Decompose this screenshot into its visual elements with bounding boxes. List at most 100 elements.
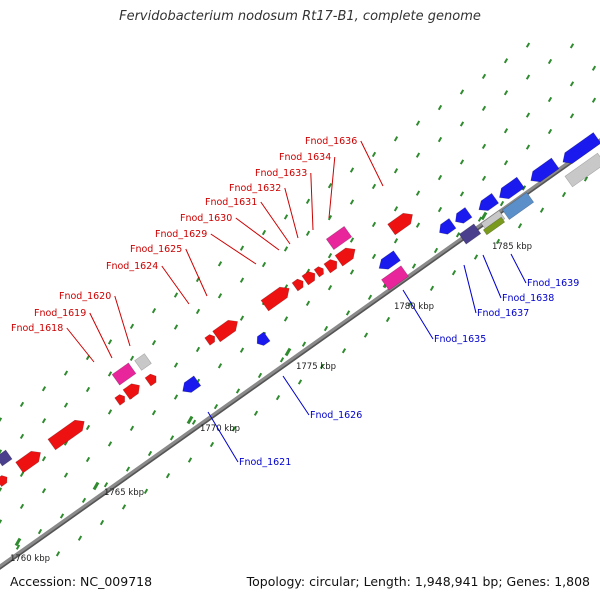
tick-mark: [371, 253, 377, 260]
gene-forward: [212, 319, 238, 343]
leader-line: [235, 217, 280, 251]
tick-mark: [371, 221, 377, 228]
tick-mark: [437, 136, 443, 143]
tick-mark: [107, 441, 113, 447]
gene-label-forward[interactable]: Fnod_1618: [11, 323, 63, 334]
tick-mark: [539, 207, 545, 213]
tick-mark: [503, 58, 509, 64]
gene-forward: [291, 278, 304, 292]
tick-mark: [217, 363, 223, 369]
tick-mark: [517, 223, 523, 229]
gene-label-forward[interactable]: Fnod_1636: [305, 136, 357, 147]
tick-mark: [173, 362, 179, 368]
genome-backbone: [0, 138, 600, 568]
tick-mark: [591, 65, 597, 71]
leader-line: [161, 265, 190, 305]
tick-mark: [129, 323, 135, 329]
tick-mark: [459, 121, 465, 127]
tick-mark: [301, 341, 307, 347]
tick-mark: [99, 519, 105, 526]
gene-reverse: [530, 157, 560, 183]
gene-forward: [301, 271, 316, 286]
tick-mark: [173, 394, 179, 400]
tick-mark: [107, 339, 113, 345]
tick-mark: [349, 237, 355, 243]
tick-mark: [217, 261, 223, 267]
tick-mark: [283, 316, 289, 322]
tick-mark: [473, 254, 479, 260]
tick-mark: [367, 294, 373, 300]
tick-mark: [63, 440, 69, 446]
tick-mark: [63, 402, 69, 408]
gene-reverse: [499, 176, 525, 200]
tick-mark: [151, 409, 157, 416]
gene-reverse: [564, 152, 600, 188]
gene-label-forward[interactable]: Fnod_1619: [34, 308, 86, 319]
tick-mark: [213, 403, 219, 410]
gene-label-forward[interactable]: Fnod_1634: [279, 152, 331, 163]
gene-label-forward[interactable]: Fnod_1624: [106, 261, 158, 272]
tick-mark: [129, 355, 135, 361]
gene-reverse: [482, 216, 506, 236]
tick-mark: [481, 105, 487, 112]
scale-label: 1785 kbp: [492, 242, 532, 252]
gene-forward: [313, 266, 324, 278]
tick-mark: [393, 136, 399, 142]
leader-line: [402, 289, 434, 340]
tick-mark: [437, 174, 443, 181]
tick-mark: [415, 152, 421, 158]
tick-mark: [503, 160, 509, 166]
tick-mark: [173, 324, 179, 330]
tick-mark: [261, 229, 267, 236]
tick-mark: [525, 74, 531, 80]
gene-label-reverse[interactable]: Fnod_1639: [527, 278, 579, 289]
tick-mark: [503, 128, 509, 134]
tick-mark: [451, 269, 457, 276]
gene-label-forward[interactable]: Fnod_1625: [130, 244, 182, 255]
major-tick: [186, 415, 194, 425]
tick-mark: [143, 488, 149, 495]
tick-mark: [415, 190, 421, 196]
tick-mark: [217, 293, 223, 299]
gene-forward: [134, 353, 152, 371]
tick-mark: [547, 128, 553, 135]
gene-label-reverse[interactable]: Fnod_1637: [477, 308, 529, 319]
gene-label-forward[interactable]: Fnod_1633: [255, 168, 307, 179]
accession-text: Accession: NC_009718: [10, 574, 153, 589]
tick-mark: [85, 424, 91, 431]
tick-mark: [477, 216, 483, 222]
tick-mark: [385, 316, 391, 323]
tick-mark: [239, 245, 245, 251]
gene-label-forward[interactable]: Fnod_1620: [59, 291, 111, 302]
tick-mark: [261, 261, 267, 268]
gene-label-reverse[interactable]: Fnod_1635: [434, 334, 486, 345]
gene-label-forward[interactable]: Fnod_1631: [205, 197, 257, 208]
gene-reverse: [256, 331, 271, 346]
tick-mark: [371, 151, 377, 158]
gene-reverse: [455, 207, 473, 224]
tick-mark: [415, 120, 421, 126]
gene-reverse: [378, 250, 401, 270]
tick-mark: [85, 456, 91, 463]
gene-label-reverse[interactable]: Fnod_1621: [239, 457, 291, 468]
tick-mark: [147, 450, 153, 457]
tick-mark: [41, 456, 47, 462]
gene-label-forward[interactable]: Fnod_1630: [180, 213, 232, 224]
tick-mark: [187, 457, 193, 463]
tick-mark: [169, 435, 175, 441]
leader-line: [284, 187, 299, 239]
gene-label-forward[interactable]: Fnod_1632: [229, 183, 281, 194]
tick-mark: [253, 410, 259, 416]
leader-line: [510, 253, 527, 284]
gene-label-reverse[interactable]: Fnod_1638: [502, 293, 554, 304]
gene-label-forward[interactable]: Fnod_1629: [155, 229, 207, 240]
tick-mark: [525, 144, 531, 150]
tick-mark: [561, 191, 567, 198]
tick-mark: [569, 113, 575, 119]
gene-label-reverse[interactable]: Fnod_1626: [310, 410, 362, 421]
tick-mark: [19, 471, 25, 478]
genome-title: Fervidobacterium nodosum Rt17-B1, comple…: [119, 9, 481, 24]
tick-mark: [81, 497, 87, 504]
tick-mark: [41, 386, 47, 392]
tick-mark: [85, 386, 91, 393]
